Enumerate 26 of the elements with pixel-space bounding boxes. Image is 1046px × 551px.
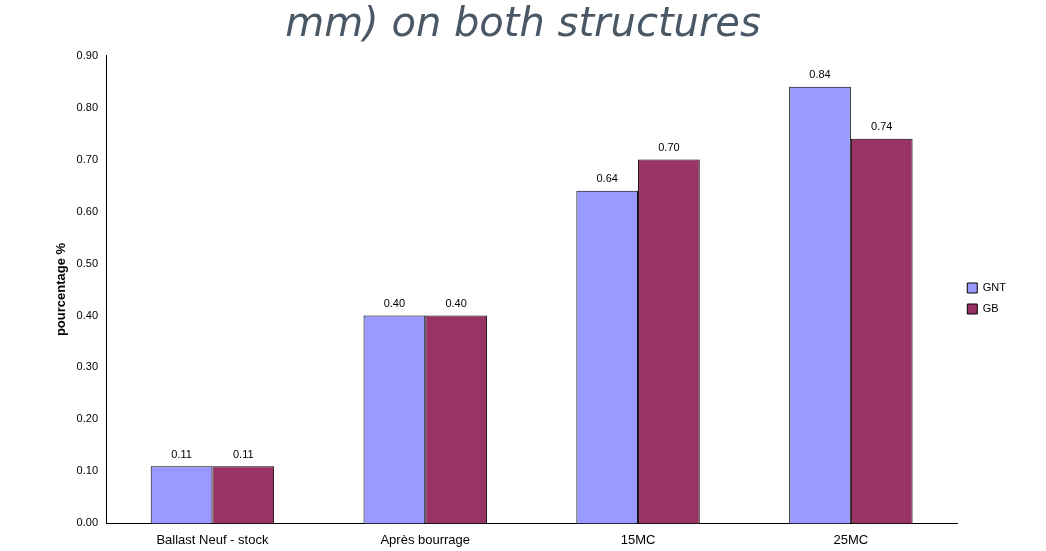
y-tick-label: 0.70 (76, 152, 99, 165)
legend-label: GB (982, 302, 999, 315)
y-tick-label: 0.20 (76, 412, 99, 425)
y-tick-label: 0.60 (76, 204, 99, 217)
x-tick-label: Après bourrage (380, 531, 471, 547)
y-tick-label: 0.40 (76, 308, 99, 321)
data-label: 0.40 (445, 297, 467, 310)
x-tick-label: 15MC (620, 531, 656, 547)
legend-label: GNT (982, 281, 1007, 294)
y-tick-label: 0.00 (76, 516, 99, 529)
data-label: 0.11 (171, 447, 192, 460)
y-tick-label: 0.50 (76, 256, 99, 269)
data-label: 0.11 (232, 447, 254, 460)
y-axis-title: pourcentage % (53, 242, 69, 337)
y-tick-label: 0.80 (76, 100, 99, 113)
data-label: 0.84 (809, 68, 831, 81)
x-tick-label: 25MC (833, 531, 869, 547)
y-tick-label: 0.10 (76, 464, 99, 477)
data-label: 0.64 (596, 172, 618, 185)
y-tick-label: 0.30 (76, 360, 99, 373)
data-label: 0.70 (658, 141, 680, 154)
data-label: 0.74 (871, 120, 893, 133)
data-label: 0.40 (383, 297, 406, 310)
chart-title: mm) on both structures (284, 0, 762, 45)
y-tick-label: 0.90 (76, 48, 99, 61)
x-tick-label: Ballast Neuf - stock (156, 531, 269, 547)
